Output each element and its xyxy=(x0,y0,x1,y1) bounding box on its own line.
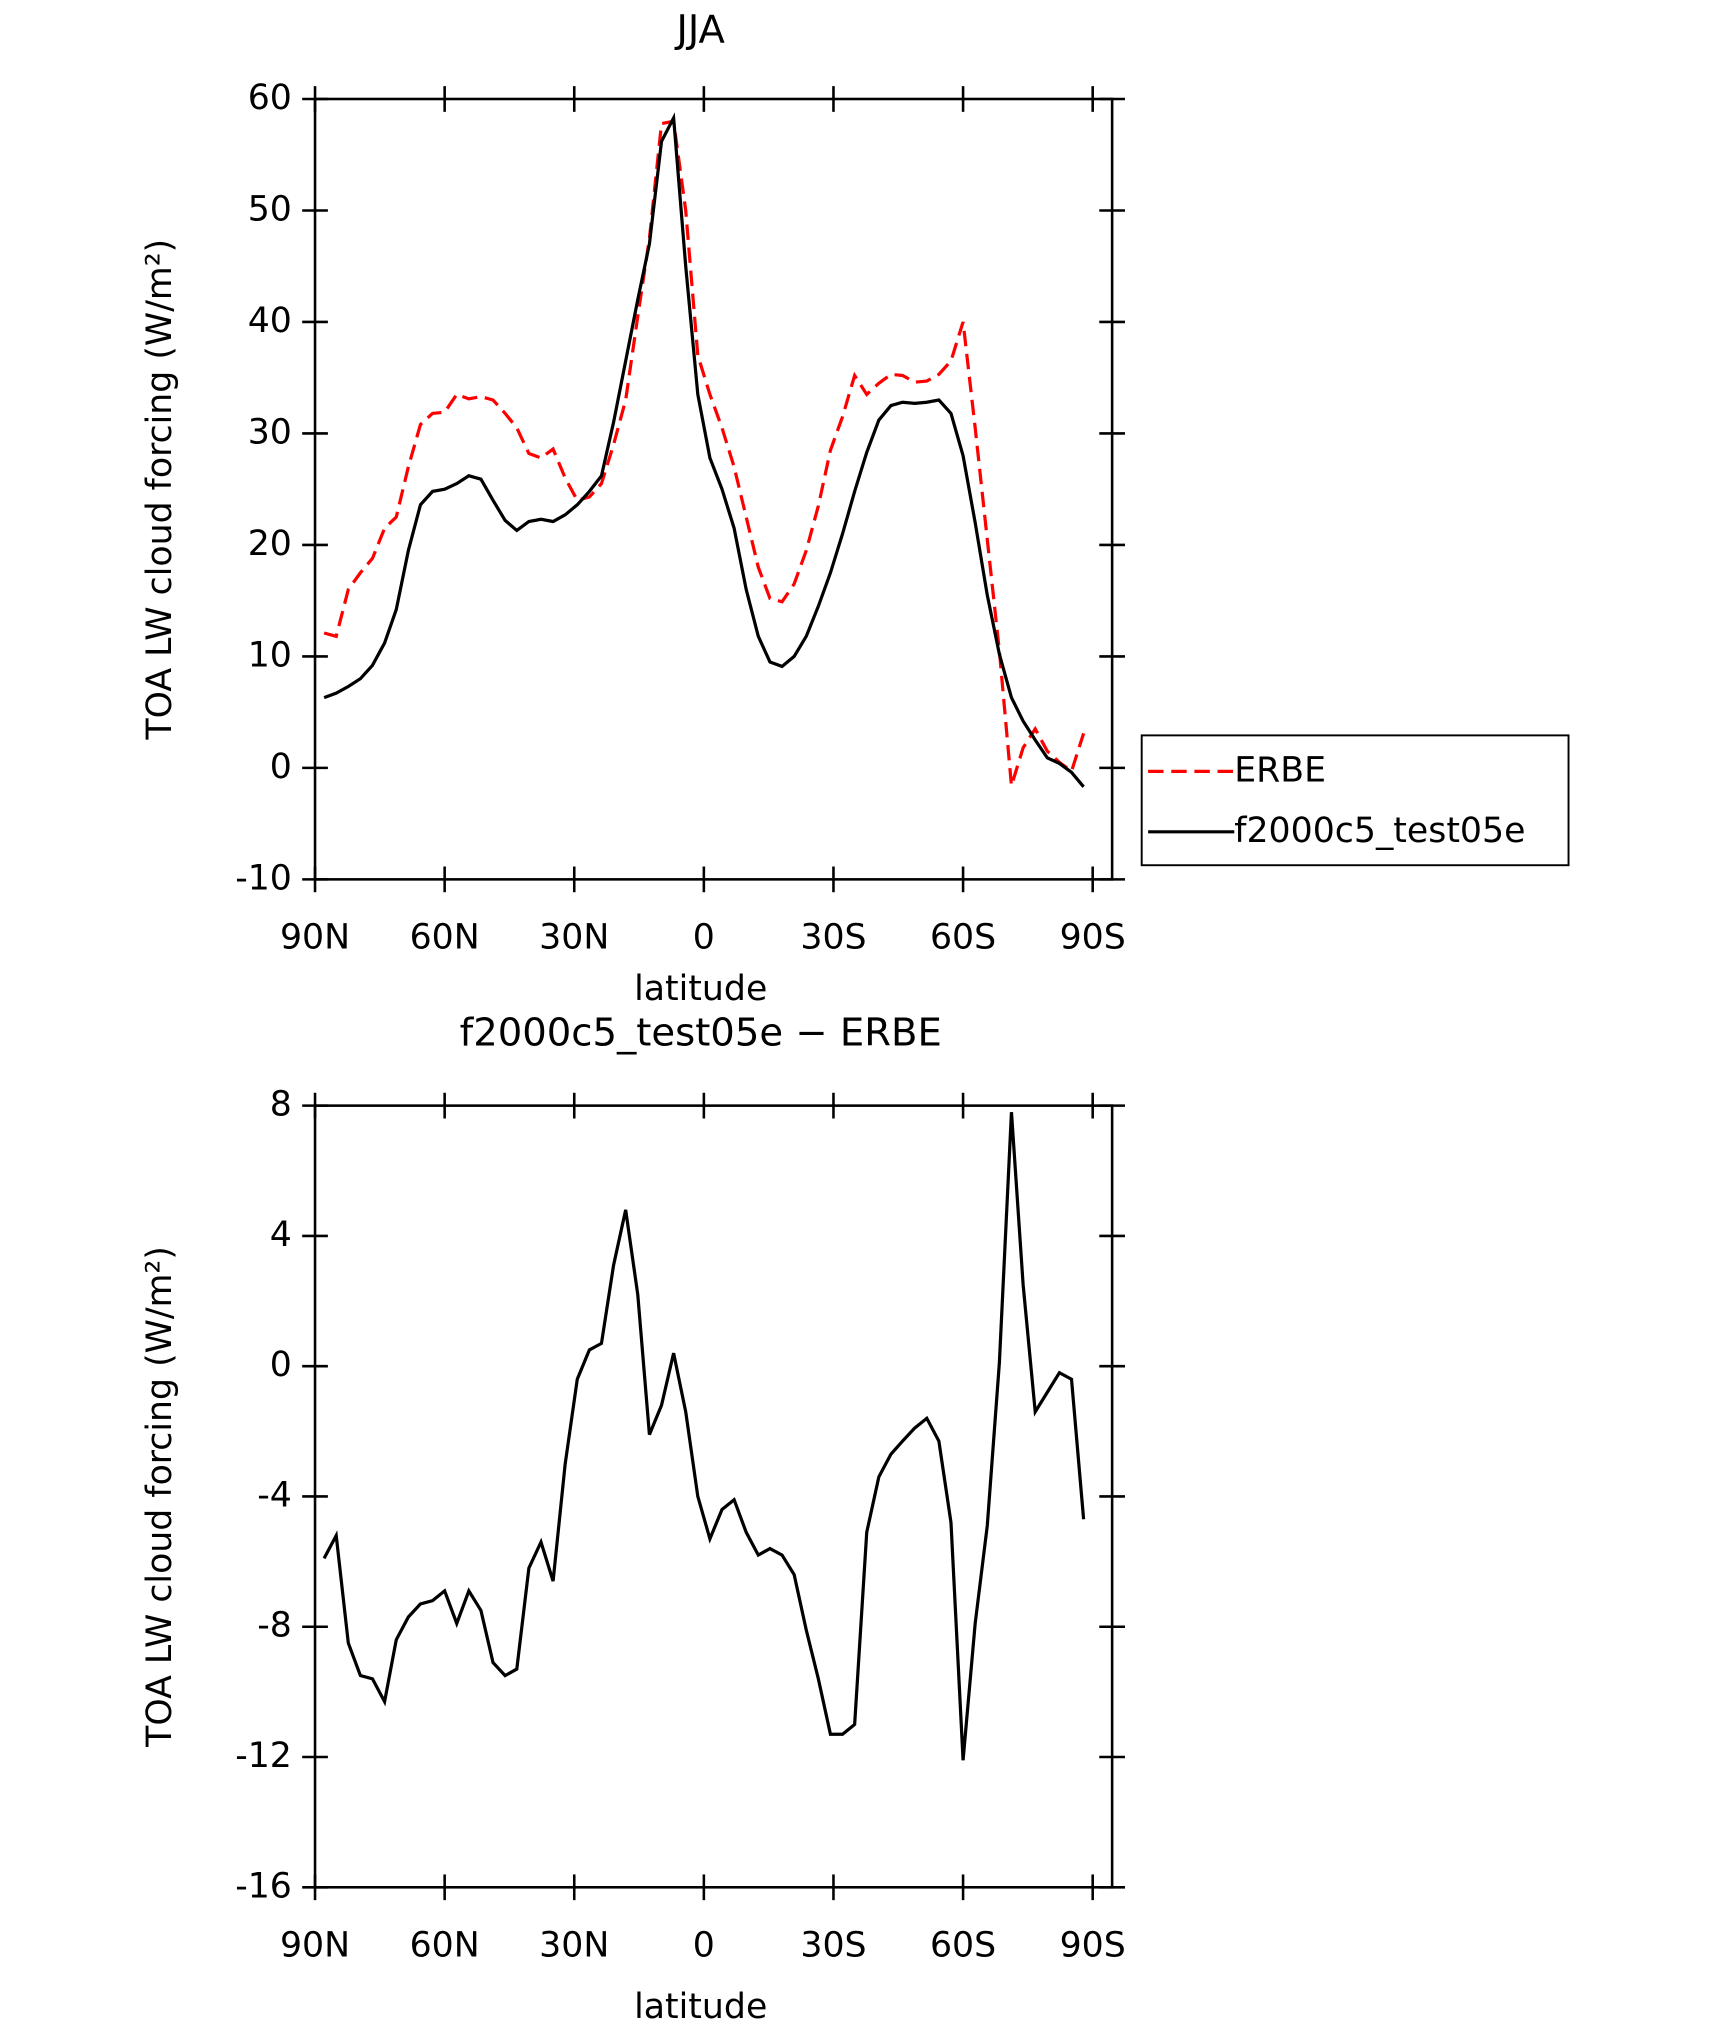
plot-frame xyxy=(313,97,1114,881)
x-tick-label: 30S xyxy=(800,918,866,958)
chart-title: f2000c5_test05e − ERBE xyxy=(460,1010,942,1055)
chart-title: JJA xyxy=(675,8,726,53)
y-tick-label: 0 xyxy=(270,1345,292,1385)
y-tick-label: -10 xyxy=(235,858,292,898)
y-axis-label: TOA LW cloud forcing (W/m²) xyxy=(140,1246,180,1748)
y-tick-label: -16 xyxy=(235,1866,292,1906)
x-tick-label: 60S xyxy=(930,918,996,958)
x-tick-label: 60S xyxy=(930,1925,996,1965)
x-axis-label: latitude xyxy=(634,1987,767,2021)
x-tick-label: 30N xyxy=(539,1925,609,1965)
y-tick-label: 4 xyxy=(270,1215,292,1255)
x-tick-label: 90N xyxy=(280,1925,350,1965)
legend-label: f2000c5_test05e xyxy=(1234,811,1525,851)
y-tick-label: 10 xyxy=(248,635,292,675)
y-tick-label: -8 xyxy=(257,1606,292,1646)
data-line xyxy=(323,119,1086,787)
legend-label: ERBE xyxy=(1234,750,1326,790)
y-tick-label: 30 xyxy=(248,412,292,452)
x-tick-label: 60N xyxy=(410,1925,480,1965)
x-axis-label: latitude xyxy=(634,969,767,1009)
y-tick-label: 20 xyxy=(248,524,292,564)
x-tick-label: 30N xyxy=(539,918,609,958)
x-tick-label: 30S xyxy=(800,1925,866,1965)
x-tick-label: 90S xyxy=(1060,1925,1126,1965)
y-tick-label: 8 xyxy=(270,1085,292,1125)
y-tick-label: 60 xyxy=(248,78,292,118)
x-tick-label: 0 xyxy=(693,1925,715,1965)
data-line xyxy=(323,112,1085,788)
y-tick-label: 40 xyxy=(248,301,292,341)
y-tick-label: 0 xyxy=(270,747,292,787)
x-tick-label: 0 xyxy=(693,918,715,958)
x-tick-label: 90N xyxy=(280,918,350,958)
x-tick-label: 90S xyxy=(1060,918,1126,958)
y-tick-label: -4 xyxy=(257,1475,292,1515)
x-tick-label: 60N xyxy=(410,918,480,958)
y-tick-label: 50 xyxy=(248,189,292,229)
y-axis-label: TOA LW cloud forcing (W/m²) xyxy=(140,239,180,741)
plot-frame xyxy=(313,1104,1114,1889)
legend-box xyxy=(1140,734,1570,867)
y-tick-label: -12 xyxy=(235,1736,292,1776)
data-line xyxy=(322,1112,1086,1761)
